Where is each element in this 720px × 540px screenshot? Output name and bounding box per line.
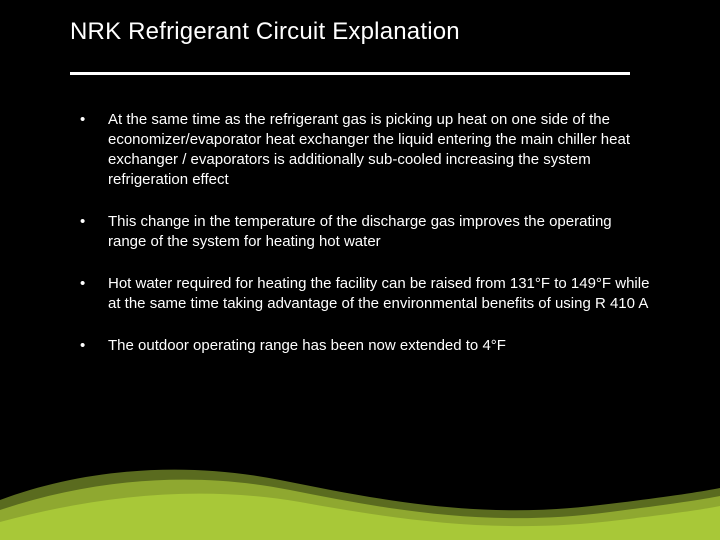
bullet-list: • At the same time as the refrigerant ga… — [80, 110, 650, 378]
list-item: • At the same time as the refrigerant ga… — [80, 110, 650, 190]
bullet-text: The outdoor operating range has been now… — [108, 336, 650, 356]
list-item: • This change in the temperature of the … — [80, 212, 650, 252]
bullet-marker: • — [80, 336, 108, 356]
footer-wave-graphic — [0, 450, 720, 540]
bullet-marker: • — [80, 110, 108, 130]
bullet-marker: • — [80, 212, 108, 232]
list-item: • The outdoor operating range has been n… — [80, 336, 650, 356]
slide-title: NRK Refrigerant Circuit Explanation — [70, 18, 460, 46]
bullet-marker: • — [80, 274, 108, 294]
bullet-text: Hot water required for heating the facil… — [108, 274, 650, 314]
bullet-text: At the same time as the refrigerant gas … — [108, 110, 650, 190]
bullet-text: This change in the temperature of the di… — [108, 212, 650, 252]
list-item: • Hot water required for heating the fac… — [80, 274, 650, 314]
title-underline — [70, 72, 630, 75]
slide-container: NRK Refrigerant Circuit Explanation • At… — [0, 0, 720, 540]
